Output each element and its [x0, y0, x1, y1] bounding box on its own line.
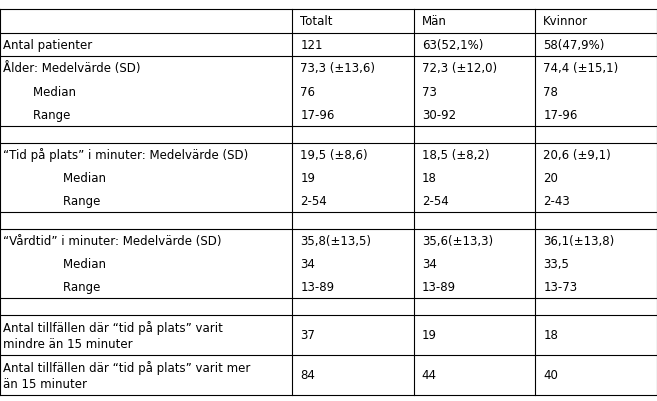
Text: 19,5 (±8,6): 19,5 (±8,6) — [300, 148, 368, 161]
Text: “Vårdtid” i minuter: Medelvärde (SD): “Vårdtid” i minuter: Medelvärde (SD) — [3, 234, 222, 247]
Text: 18,5 (±8,2): 18,5 (±8,2) — [422, 148, 489, 161]
Text: 20,6 (±9,1): 20,6 (±9,1) — [543, 148, 611, 161]
Text: Kvinnor: Kvinnor — [543, 15, 589, 28]
Text: Män: Män — [422, 15, 447, 28]
Text: 2-54: 2-54 — [422, 194, 449, 207]
Text: 40: 40 — [543, 369, 558, 381]
Text: 30-92: 30-92 — [422, 109, 456, 122]
Text: 17-96: 17-96 — [300, 109, 334, 122]
Text: 36,1(±13,8): 36,1(±13,8) — [543, 234, 614, 247]
Text: 33,5: 33,5 — [543, 257, 569, 270]
Text: Totalt: Totalt — [300, 15, 332, 28]
Text: 35,8(±13,5): 35,8(±13,5) — [300, 234, 371, 247]
Text: 63(52,1%): 63(52,1%) — [422, 39, 483, 52]
Text: 13-89: 13-89 — [300, 281, 334, 294]
Text: 78: 78 — [543, 85, 558, 98]
Text: Range: Range — [3, 281, 101, 294]
Text: 20: 20 — [543, 171, 558, 184]
Text: 18: 18 — [543, 329, 558, 342]
Text: Median: Median — [3, 85, 76, 98]
Text: 35,6(±13,3): 35,6(±13,3) — [422, 234, 493, 247]
Text: 34: 34 — [300, 257, 315, 270]
Text: 74,4 (±15,1): 74,4 (±15,1) — [543, 62, 619, 75]
Text: 73: 73 — [422, 85, 437, 98]
Text: Antal tillfällen där “tid på plats” varit: Antal tillfällen där “tid på plats” vari… — [3, 320, 223, 334]
Text: Range: Range — [3, 109, 71, 122]
Text: 121: 121 — [300, 39, 323, 52]
Text: Range: Range — [3, 194, 101, 207]
Text: Antal patienter: Antal patienter — [3, 39, 93, 52]
Text: 18: 18 — [422, 171, 437, 184]
Text: 19: 19 — [300, 171, 315, 184]
Text: än 15 minuter: än 15 minuter — [3, 377, 87, 390]
Text: 73,3 (±13,6): 73,3 (±13,6) — [300, 62, 375, 75]
Text: 37: 37 — [300, 329, 315, 342]
Text: 72,3 (±12,0): 72,3 (±12,0) — [422, 62, 497, 75]
Text: “Tid på plats” i minuter: Medelvärde (SD): “Tid på plats” i minuter: Medelvärde (SD… — [3, 148, 248, 162]
Text: mindre än 15 minuter: mindre än 15 minuter — [3, 337, 133, 350]
Text: 34: 34 — [422, 257, 437, 270]
Text: 44: 44 — [422, 369, 437, 381]
Text: 76: 76 — [300, 85, 315, 98]
Text: 84: 84 — [300, 369, 315, 381]
Text: 58(47,9%): 58(47,9%) — [543, 39, 604, 52]
Text: 17-96: 17-96 — [543, 109, 578, 122]
Text: Antal tillfällen där “tid på plats” varit mer: Antal tillfällen där “tid på plats” vari… — [3, 360, 251, 374]
Text: 2-54: 2-54 — [300, 194, 327, 207]
Text: Median: Median — [3, 171, 106, 184]
Text: Median: Median — [3, 257, 106, 270]
Text: 2-43: 2-43 — [543, 194, 570, 207]
Text: 13-89: 13-89 — [422, 281, 456, 294]
Text: 19: 19 — [422, 329, 437, 342]
Text: 13-73: 13-73 — [543, 281, 578, 294]
Text: Ålder: Medelvärde (SD): Ålder: Medelvärde (SD) — [3, 62, 141, 75]
